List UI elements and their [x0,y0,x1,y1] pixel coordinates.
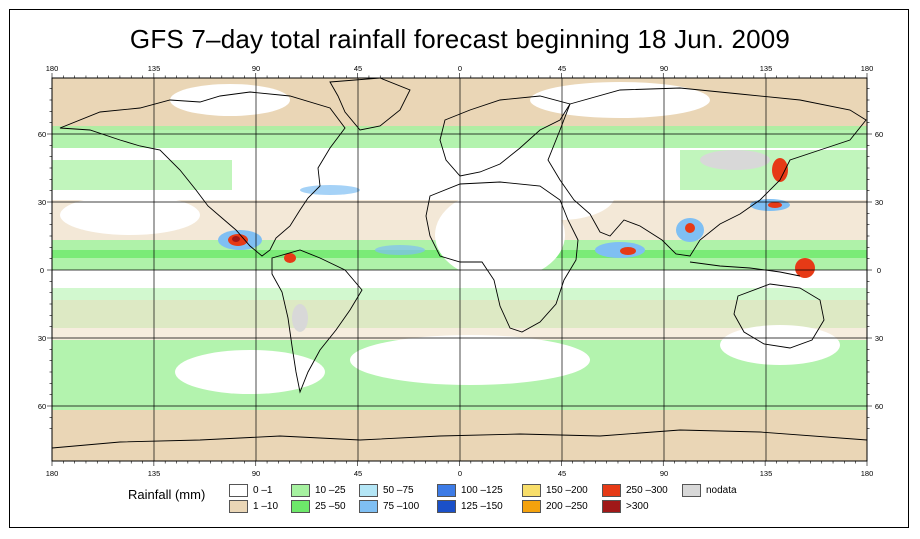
legend-label: 1 –10 [253,501,279,512]
lon-label-bottom: 45 [558,469,566,478]
north-storm-track [52,126,867,148]
legend-label: 50 –75 [383,485,414,496]
legend-swatch [522,484,541,497]
lat-label-right: 60 [875,402,883,411]
legend-swatch [602,500,621,513]
top-lon-labels: 180 135 90 45 0 45 90 135 180 [46,64,874,73]
lat-label-right: 0 [877,266,881,275]
south-tropics [52,288,867,328]
legend-swatch [291,500,310,513]
legend-label: 125 –150 [461,501,503,512]
lon-label-top: 180 [861,64,874,73]
nodata-asia [700,150,770,170]
right-lat-labels: 60 30 0 30 60 [875,130,883,411]
figure-frame [9,9,909,528]
lon-label-top: 0 [458,64,462,73]
australia-outline [733,283,825,349]
australia-dry [720,325,840,365]
lat-label-left: 0 [40,266,44,275]
antarctica-outline [52,429,867,449]
lon-label-bottom: 90 [252,469,260,478]
subtropic-south-light [52,300,867,340]
canada-dry [170,84,290,116]
legend-title: Rainfall (mm) [128,487,206,502]
legend-label: 250 –300 [626,485,668,496]
legend-swatch [291,484,310,497]
indonesia-outline [689,261,801,277]
lon-label-top: 45 [558,64,566,73]
legend-label: nodata [706,485,737,496]
legend-swatch [229,484,248,497]
lon-label-bottom: 135 [760,469,773,478]
legend-swatch [359,484,378,497]
africa-outline [425,181,579,333]
lat-label-left: 30 [38,334,46,343]
legend-swatch [682,484,701,497]
lon-label-top: 90 [252,64,260,73]
manchuria-extreme [772,158,788,182]
pacific-dry-north [60,195,200,235]
west-pacific-extreme [795,258,815,278]
legend-label: 150 –200 [546,485,588,496]
pacific-dry-south [175,350,325,394]
greenland-outline [329,78,411,131]
legend-label: 0 –1 [253,485,273,496]
lon-label-bottom: 180 [861,469,874,478]
siberia-dry [530,82,710,118]
map-title: GFS 7–day total rainfall forecast beginn… [129,24,791,54]
rainfall-field [52,78,867,461]
lon-label-top: 90 [660,64,668,73]
lat-label-left: 60 [38,402,46,411]
atlantic-itcz-heavy [375,245,425,255]
legend-swatch [229,500,248,513]
axis-ticks [47,73,872,466]
legend-label: 10 –25 [315,485,346,496]
nodata-andes [292,304,308,332]
lon-label-bottom: 180 [46,469,59,478]
lon-label-bottom: 45 [354,469,362,478]
legend-swatch [437,484,456,497]
lat-label-right: 60 [875,130,883,139]
lon-label-top: 135 [148,64,161,73]
legend-swatch [437,500,456,513]
legend-label: 200 –250 [546,501,588,512]
left-lat-labels: 60 30 0 30 60 [38,130,46,411]
bay-of-bengal-extreme [620,247,636,255]
lon-label-bottom: 0 [458,469,462,478]
gulf-stream-heavy [300,185,360,195]
north-pacific-band [52,160,232,190]
legend-label: >300 [626,501,649,512]
lat-label-right: 30 [875,198,883,207]
legend-swatch [359,500,378,513]
legend-swatch [522,500,541,513]
legend-label: 25 –50 [315,501,346,512]
japan-extreme [768,202,782,208]
north-america-outline [59,91,346,257]
south-america-outline [271,249,363,394]
lon-label-bottom: 90 [660,469,668,478]
lon-label-top: 45 [354,64,362,73]
coastlines [52,78,867,449]
lon-label-top: 135 [760,64,773,73]
bay-of-bengal-heavy [595,242,645,258]
central-america-peak [232,236,240,242]
legend-swatch [602,484,621,497]
legend-label: 75 –100 [383,501,420,512]
graticule [52,78,867,461]
lon-label-bottom: 135 [148,469,161,478]
lat-label-right: 30 [875,334,883,343]
legend-label: 100 –125 [461,485,503,496]
arabia-dry [505,170,615,220]
atlantic-dry-south [350,335,590,385]
bottom-lon-labels: 180 135 90 45 0 45 90 135 180 [46,469,874,478]
lat-label-left: 30 [38,198,46,207]
lat-label-left: 60 [38,130,46,139]
lon-label-top: 180 [46,64,59,73]
europe-outline [439,95,571,177]
asia-outline [547,87,867,257]
south-china-extreme [685,223,695,233]
colombia-extreme [284,253,296,263]
